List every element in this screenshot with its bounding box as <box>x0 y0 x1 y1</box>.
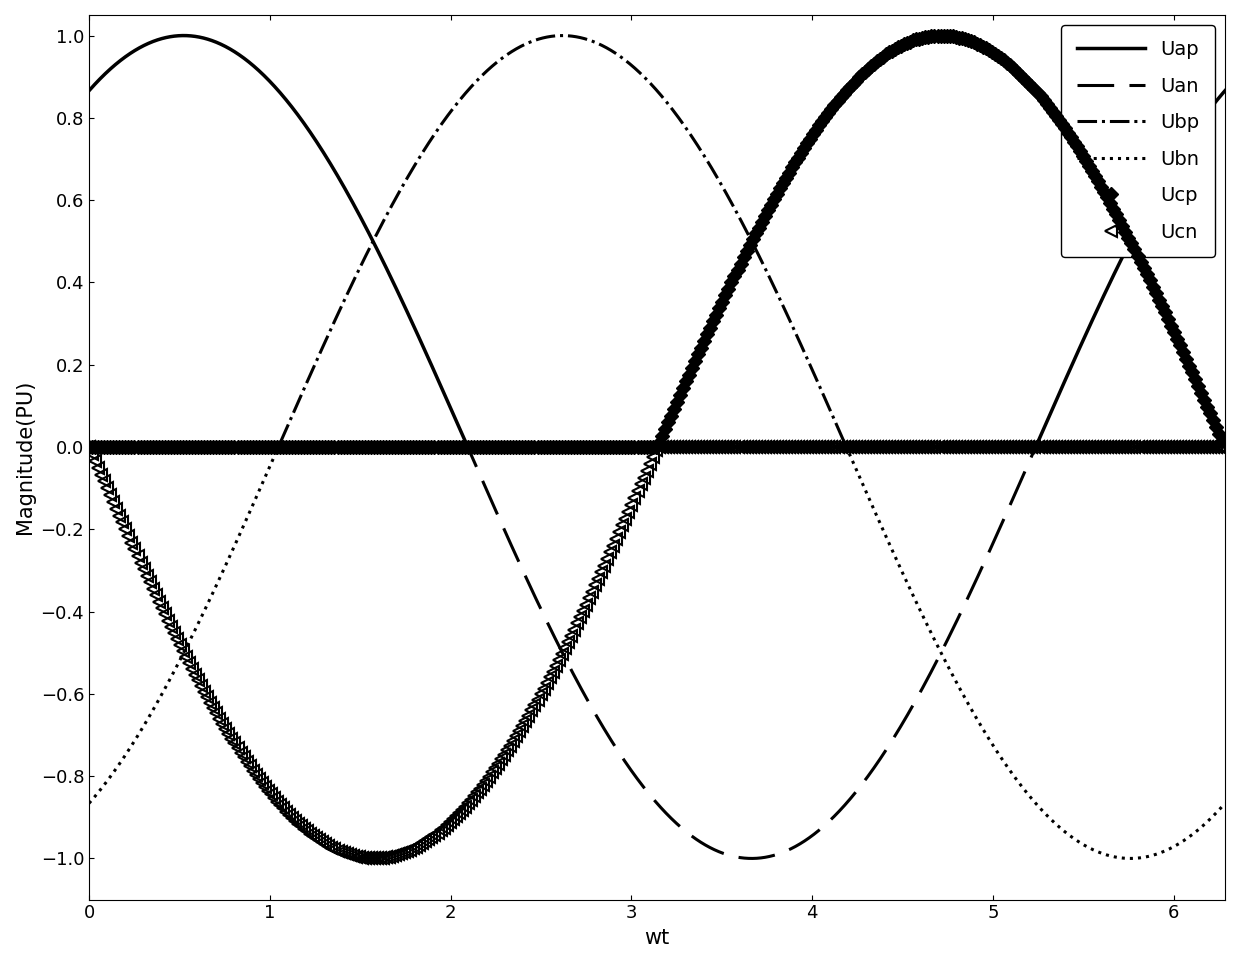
Ucn <box>651 441 666 453</box>
Line: Ubp: Ubp <box>89 36 1225 447</box>
Uan <box>1074 441 1089 453</box>
Uap <box>176 30 191 41</box>
Ucp <box>361 441 376 453</box>
Ubn <box>1195 820 1210 831</box>
Line: Ubn: Ubn <box>89 447 1225 858</box>
Ucp <box>760 204 775 216</box>
Uan <box>517 569 532 581</box>
Ubp <box>1218 441 1233 453</box>
Ubp <box>1074 441 1089 453</box>
Ubn <box>1074 837 1089 848</box>
Uap <box>1074 339 1089 351</box>
Ucn <box>472 783 487 794</box>
Uap <box>212 38 227 49</box>
Uan <box>1195 441 1210 453</box>
Uap <box>567 441 582 453</box>
Ucp <box>470 441 485 453</box>
Ucn <box>766 441 781 453</box>
Ubp <box>517 39 532 50</box>
Uap <box>518 441 533 453</box>
Ucp <box>82 441 97 453</box>
Uap <box>460 441 475 453</box>
Y-axis label: Magnitude(PU): Magnitude(PU) <box>15 380 35 534</box>
Ucp <box>932 30 947 41</box>
Ucn <box>1176 441 1190 453</box>
Ucn <box>448 811 463 822</box>
Uap <box>279 94 294 106</box>
Ubn <box>1218 797 1233 809</box>
Ubp <box>1195 441 1210 453</box>
Ucp <box>649 441 663 453</box>
Uap <box>1218 85 1233 96</box>
Ubp <box>556 30 570 41</box>
Ucn <box>655 441 670 453</box>
Line: Uap: Uap <box>89 36 1225 447</box>
Uan <box>211 441 226 453</box>
Ucn <box>1215 441 1230 453</box>
Ucp <box>1215 435 1230 447</box>
Line: Ucn: Ucn <box>83 441 1228 864</box>
Ubn <box>517 441 532 453</box>
Ubp <box>567 31 582 42</box>
Line: Uan: Uan <box>89 447 1225 858</box>
Uan <box>744 852 759 864</box>
Legend: Uap, Uan, Ubp, Ubn, Ucp, Ucn: Uap, Uan, Ubp, Ubn, Ucp, Ucn <box>1061 25 1215 257</box>
Uap <box>1195 112 1210 123</box>
Uap <box>82 85 97 96</box>
Ucp <box>445 441 460 453</box>
X-axis label: wt: wt <box>645 928 670 948</box>
Ucp <box>1173 340 1188 351</box>
Ubp <box>279 424 294 435</box>
Ubp <box>211 441 226 453</box>
Ucn <box>82 441 97 453</box>
Line: Ucp: Ucp <box>84 31 1228 452</box>
Ucn <box>361 852 376 864</box>
Uan <box>279 441 294 453</box>
Ucn <box>367 852 382 864</box>
Ubn <box>1123 852 1138 864</box>
Uan <box>567 669 582 681</box>
Ubn <box>272 441 286 453</box>
Ubn <box>279 441 294 453</box>
Ubn <box>211 575 226 586</box>
Uan <box>1218 441 1233 453</box>
Ubp <box>82 441 97 453</box>
Uan <box>82 441 97 453</box>
Ubn <box>567 441 582 453</box>
Ubn <box>82 797 97 809</box>
